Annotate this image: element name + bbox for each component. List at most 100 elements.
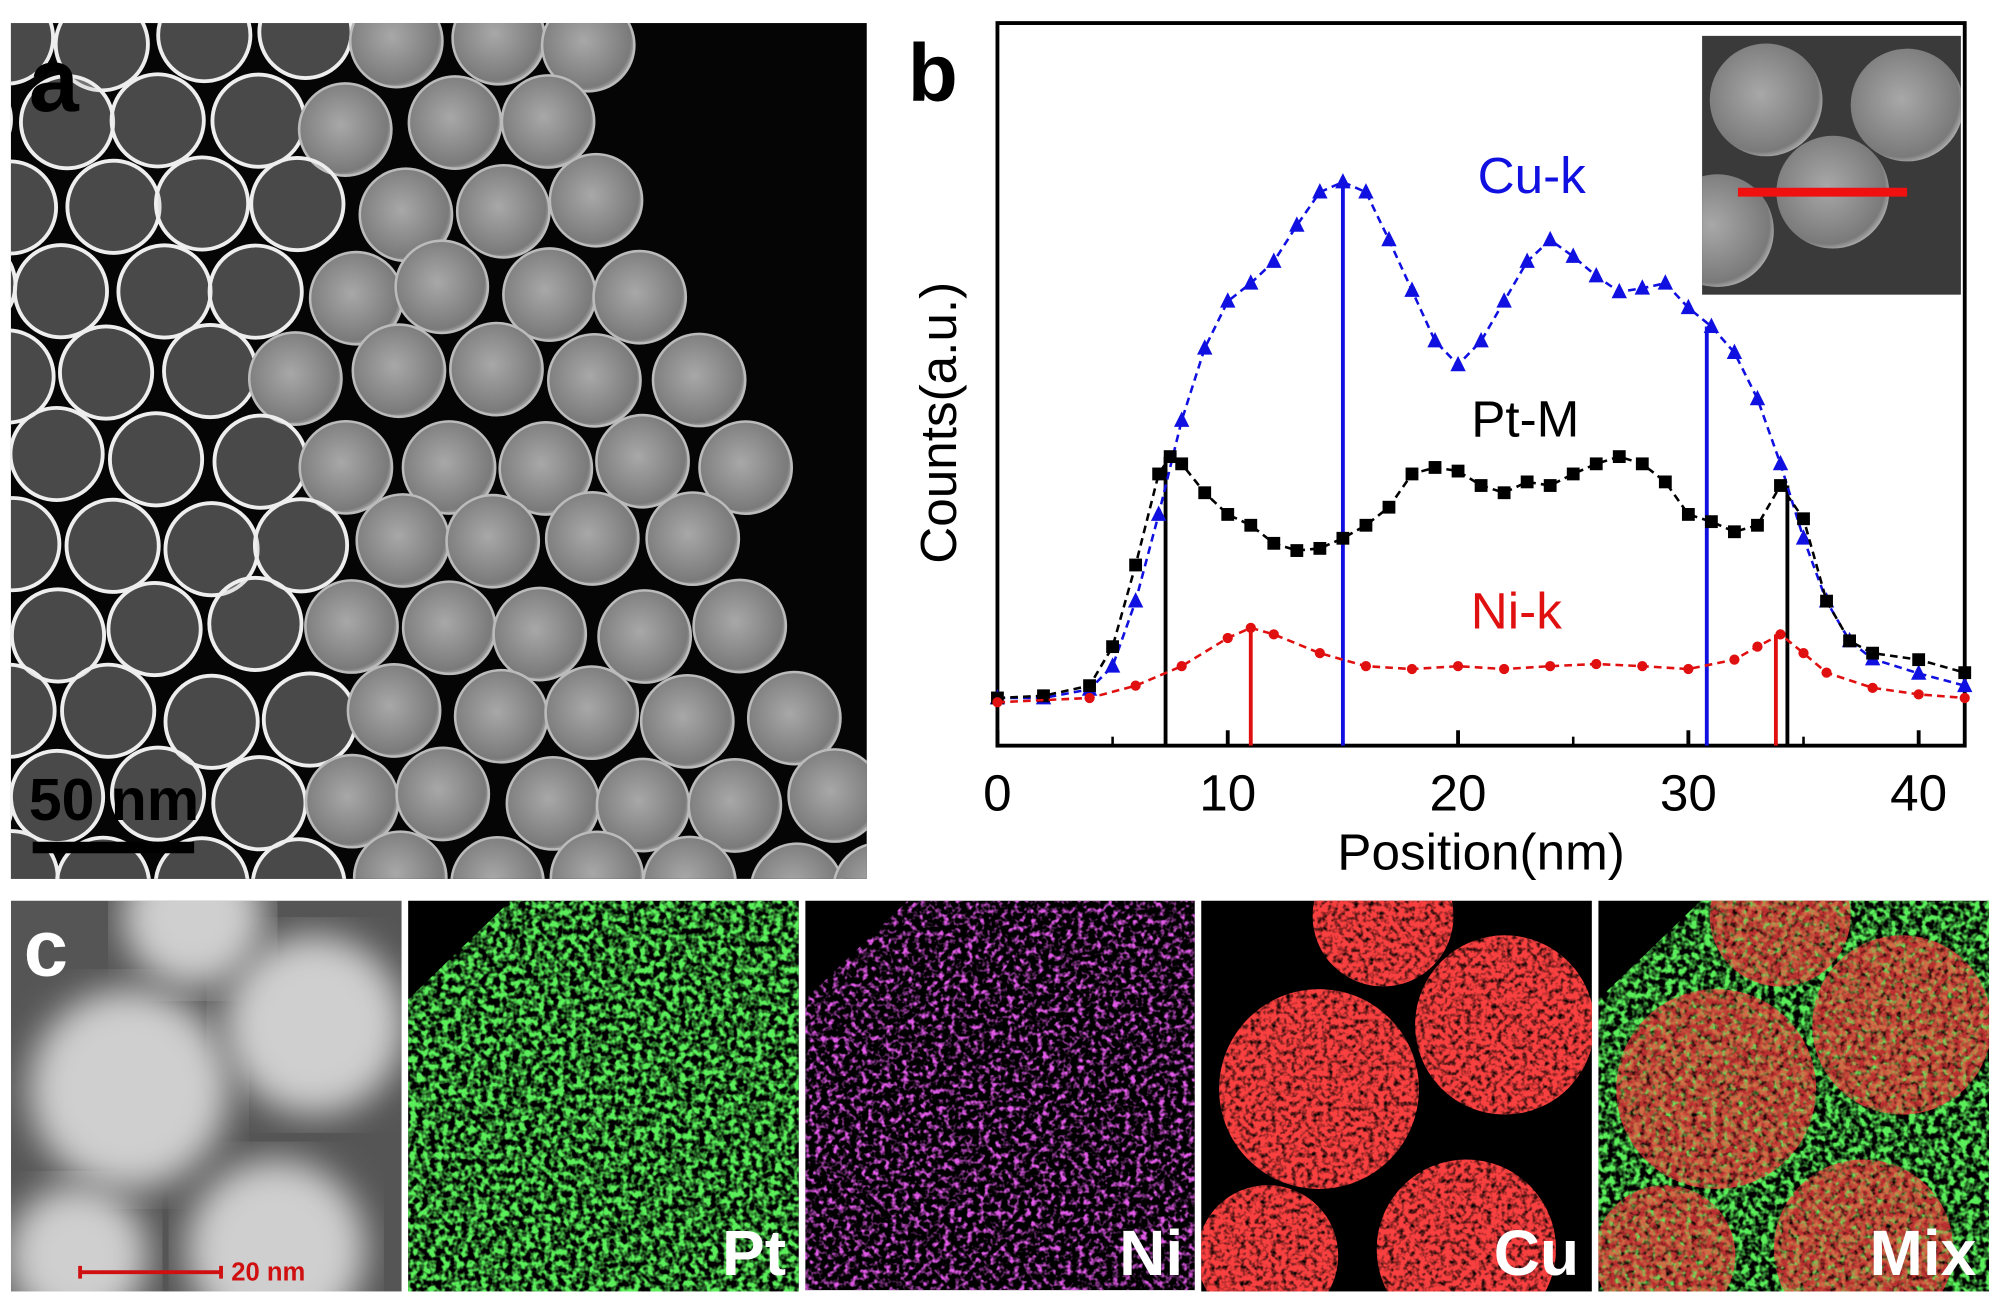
pt-signal xyxy=(408,900,799,1292)
map-panel xyxy=(1201,900,1592,1292)
particle xyxy=(642,835,737,879)
point xyxy=(1772,454,1789,471)
point xyxy=(1127,592,1144,608)
point xyxy=(1427,332,1443,348)
particle xyxy=(592,249,688,345)
x-tick-label: 10 xyxy=(1199,764,1256,821)
y-axis-label: Counts(a.u.) xyxy=(910,282,967,564)
point xyxy=(1314,648,1325,659)
point xyxy=(1681,508,1695,521)
particle xyxy=(12,243,109,340)
particle xyxy=(498,421,594,516)
series-label: Ni-k xyxy=(1471,583,1562,640)
particle xyxy=(1850,48,1961,162)
point xyxy=(1244,518,1258,532)
particle xyxy=(65,158,162,255)
particle xyxy=(445,493,541,589)
point xyxy=(1545,661,1556,672)
scale-label: 50 nm xyxy=(29,768,199,833)
point xyxy=(1543,479,1557,492)
particle xyxy=(210,72,307,169)
particle xyxy=(251,837,347,879)
point xyxy=(1867,682,1878,693)
particle xyxy=(106,581,203,678)
point xyxy=(1866,646,1880,660)
point xyxy=(1658,475,1672,489)
series-line xyxy=(997,180,1966,700)
point xyxy=(1496,292,1512,308)
particle xyxy=(639,673,735,769)
point xyxy=(1611,282,1627,299)
point xyxy=(1129,558,1143,572)
particle xyxy=(156,23,253,84)
point xyxy=(1588,266,1604,283)
particle xyxy=(407,75,503,170)
particle xyxy=(252,497,350,594)
point xyxy=(1268,629,1279,640)
particle xyxy=(833,843,867,879)
particle xyxy=(352,830,448,879)
point xyxy=(1150,505,1167,521)
point xyxy=(1913,689,1924,700)
particle xyxy=(261,671,358,768)
point xyxy=(1428,461,1442,474)
particle xyxy=(122,900,264,987)
point xyxy=(1313,541,1327,555)
panel-label: a xyxy=(29,31,80,131)
point xyxy=(1406,663,1418,675)
point xyxy=(1635,457,1649,471)
point xyxy=(1683,663,1694,675)
plot-frame xyxy=(995,21,1967,748)
scale-label: 20 nm xyxy=(231,1258,305,1286)
particle xyxy=(153,155,251,252)
point xyxy=(1566,467,1580,481)
scale-bar xyxy=(32,841,195,854)
map-label: Ni xyxy=(1119,1217,1183,1289)
series-label: Cu-k xyxy=(1478,147,1587,204)
point xyxy=(992,697,1003,708)
particle xyxy=(304,579,399,674)
particle xyxy=(355,493,451,588)
particle xyxy=(298,419,394,515)
particle xyxy=(449,321,544,417)
particle xyxy=(10,105,13,134)
point xyxy=(1243,274,1259,290)
point xyxy=(1084,692,1095,704)
point xyxy=(1267,536,1281,550)
point xyxy=(1130,680,1141,691)
point xyxy=(1176,661,1187,672)
series-line xyxy=(997,454,1966,700)
cu-particle xyxy=(1312,900,1454,987)
map-label: Cu xyxy=(1494,1217,1579,1289)
point xyxy=(1404,281,1420,297)
particle xyxy=(692,578,788,674)
point xyxy=(1312,183,1328,199)
cu-particle xyxy=(1709,900,1851,987)
point xyxy=(1173,411,1190,427)
particle xyxy=(247,331,343,426)
point xyxy=(1774,479,1787,492)
point xyxy=(1197,339,1213,355)
particle xyxy=(698,420,794,516)
particle xyxy=(595,413,690,509)
map-panel xyxy=(408,900,799,1292)
point xyxy=(1798,648,1809,659)
particle xyxy=(249,155,346,253)
particle xyxy=(346,663,442,758)
particle xyxy=(544,665,640,761)
x-tick-label: 40 xyxy=(1890,764,1947,821)
particle xyxy=(453,668,549,764)
map-panel xyxy=(805,900,1195,1291)
map-panel xyxy=(10,900,402,1292)
point xyxy=(1290,544,1304,557)
point xyxy=(1728,525,1741,539)
point xyxy=(1221,508,1235,521)
map-panel xyxy=(1598,900,1990,1292)
x-tick-label: 20 xyxy=(1430,764,1487,821)
cu-particle xyxy=(1773,1159,1954,1292)
particle xyxy=(348,23,444,89)
particle xyxy=(10,23,56,86)
map-label: Pt xyxy=(722,1217,786,1289)
point xyxy=(1729,654,1740,665)
